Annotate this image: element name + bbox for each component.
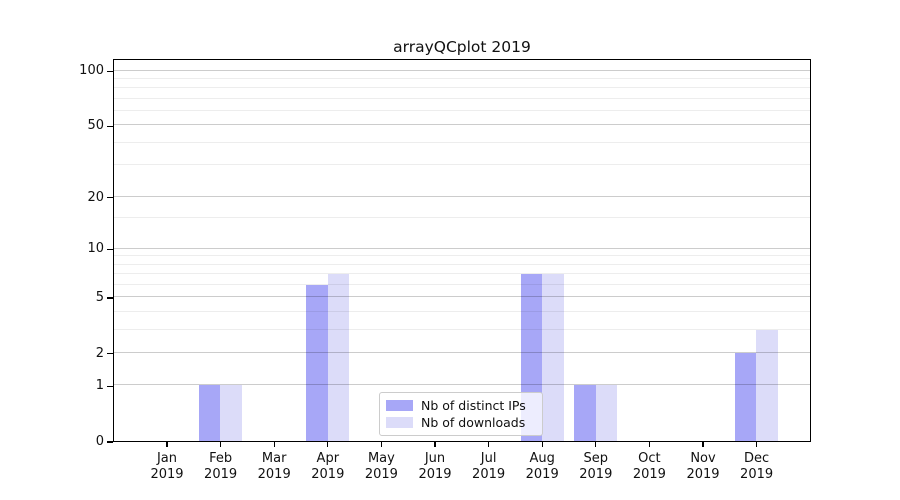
gridline-minor (114, 77, 810, 79)
gridline-minor (114, 328, 810, 330)
x-tick (273, 442, 275, 447)
y-tick (107, 196, 113, 199)
x-tick (434, 442, 436, 447)
gridline-minor (114, 255, 810, 257)
gridline-minor (114, 217, 810, 219)
legend: Nb of distinct IPs Nb of downloads (379, 392, 543, 436)
y-tick-label: 0 (95, 434, 104, 449)
legend-label-distinct-ips: Nb of distinct IPs (421, 397, 526, 413)
gridlines-layer (114, 60, 810, 441)
chart-title: arrayQCplot 2019 (393, 38, 531, 56)
x-tick (702, 442, 704, 447)
y-tick-label: 50 (87, 118, 104, 134)
gridline-minor (114, 283, 810, 285)
y-tick-label: 10 (87, 241, 104, 257)
plot-area (113, 59, 811, 442)
bar-nb-of-downloads-apr (327, 274, 350, 441)
y-tick-label: 20 (87, 189, 104, 205)
bar-nb-of-distinct-ips-feb (198, 385, 221, 441)
bar-nb-of-distinct-ips-dec (734, 352, 757, 441)
x-tick-label: Mar 2019 (257, 451, 291, 482)
gridline-minor (114, 164, 810, 166)
x-tick (648, 442, 651, 447)
x-tick-label: Nov 2019 (686, 451, 720, 482)
gridline-major (114, 384, 810, 386)
x-tick-label: Aug 2019 (525, 451, 559, 482)
x-tick-label: May 2019 (364, 451, 398, 482)
x-tick (541, 442, 543, 447)
gridline-major (114, 296, 810, 298)
y-tick-label: 100 (79, 63, 104, 79)
y-tick-label: 5 (95, 290, 104, 306)
gridline-minor (114, 273, 810, 275)
gridline-major (114, 124, 810, 126)
legend-item-distinct-ips: Nb of distinct IPs (386, 398, 536, 413)
bar-nb-of-distinct-ips-apr (306, 284, 328, 441)
x-tick (487, 442, 490, 447)
gridline-minor (114, 87, 810, 89)
gridline-minor (114, 141, 810, 143)
x-tick-label: Sep 2019 (579, 451, 613, 482)
y-tick (107, 441, 113, 443)
bar-nb-of-downloads-feb (220, 385, 242, 441)
legend-label-downloads: Nb of downloads (421, 415, 526, 431)
y-tick-label: 1 (95, 378, 104, 394)
y-tick (107, 125, 113, 128)
bar-nb-of-downloads-sep (595, 385, 618, 441)
y-tick-label: 2 (95, 345, 104, 361)
x-tick-label: Feb 2019 (204, 451, 238, 482)
legend-item-downloads: Nb of downloads (386, 415, 536, 430)
y-tick (107, 297, 113, 299)
x-tick-label: Oct 2019 (632, 451, 666, 482)
gridline-minor (114, 109, 810, 111)
x-tick (380, 442, 383, 447)
x-tick (166, 442, 168, 447)
distinct-ips-swatch-icon (386, 399, 413, 411)
y-tick (107, 70, 113, 73)
gridline-minor (114, 263, 810, 265)
x-tick-label: Apr 2019 (311, 451, 345, 482)
downloads-swatch-icon (386, 417, 413, 429)
gridline-major (114, 69, 810, 71)
y-tick (107, 385, 113, 388)
x-tick (327, 442, 329, 447)
bar-nb-of-downloads-dec (756, 329, 778, 441)
gridline-major (114, 195, 810, 197)
x-tick (595, 442, 597, 447)
bar-nb-of-distinct-ips-sep (574, 385, 596, 441)
x-tick-label: Jan 2019 (150, 451, 184, 482)
y-tick (107, 353, 113, 355)
y-tick (107, 248, 113, 251)
gridline-major (114, 351, 810, 353)
gridline-minor (114, 310, 810, 312)
x-tick-label: Jul 2019 (472, 451, 506, 482)
x-tick (755, 442, 758, 447)
x-tick-label: Jun 2019 (418, 451, 452, 482)
gridline-major (114, 247, 810, 249)
x-tick-label: Dec 2019 (740, 451, 774, 482)
gridline-minor (114, 97, 810, 99)
bar-nb-of-downloads-aug (542, 274, 564, 441)
bars-layer (114, 60, 810, 441)
x-tick (219, 442, 222, 447)
